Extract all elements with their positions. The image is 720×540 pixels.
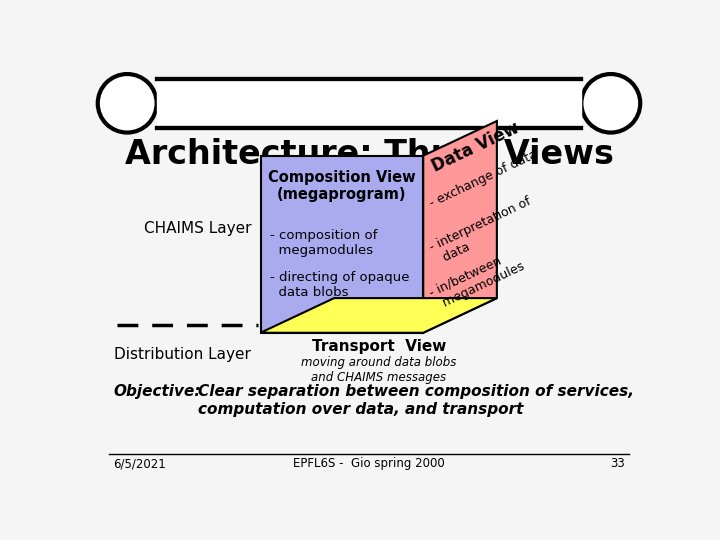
Text: - in/between
  megamodules: - in/between megamodules — [427, 246, 527, 313]
Text: - directing of opaque
  data blobs: - directing of opaque data blobs — [270, 271, 409, 299]
Text: Transport  View: Transport View — [312, 339, 446, 354]
Circle shape — [581, 74, 640, 132]
Text: 6/5/2021: 6/5/2021 — [113, 457, 166, 470]
Polygon shape — [261, 298, 497, 333]
Text: Data View: Data View — [429, 119, 523, 176]
Text: CHAIMS Layer: CHAIMS Layer — [144, 221, 251, 237]
Text: Distribution Layer: Distribution Layer — [114, 347, 251, 362]
Polygon shape — [423, 121, 497, 333]
Text: EPFL6S -  Gio spring 2000: EPFL6S - Gio spring 2000 — [293, 457, 445, 470]
Bar — [261, 156, 423, 333]
Text: Clear separation between composition of services,
computation over data, and tra: Clear separation between composition of … — [199, 384, 634, 417]
Text: Architecture: Three Views: Architecture: Three Views — [125, 138, 613, 171]
Text: - interpretation of
  data: - interpretation of data — [427, 195, 539, 268]
Text: Composition View
(megaprogram): Composition View (megaprogram) — [268, 170, 415, 202]
Circle shape — [98, 74, 157, 132]
Text: moving around data blobs
and CHAIMS messages: moving around data blobs and CHAIMS mess… — [301, 356, 456, 384]
Text: - exchange of data: - exchange of data — [427, 147, 539, 210]
Text: - composition of
  megamodules: - composition of megamodules — [270, 229, 377, 257]
Text: 33: 33 — [610, 457, 625, 470]
FancyBboxPatch shape — [157, 79, 581, 128]
Text: Objective:: Objective: — [113, 384, 201, 400]
